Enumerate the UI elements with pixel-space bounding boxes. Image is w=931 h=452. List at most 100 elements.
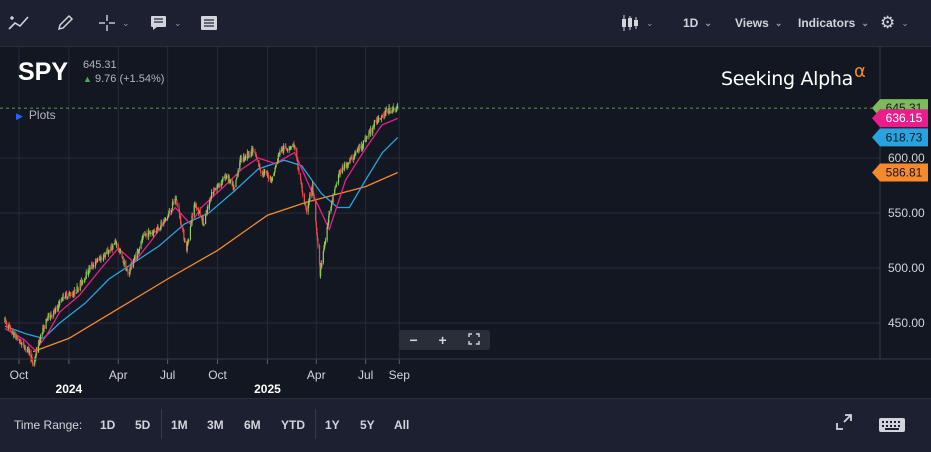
candle-body [300, 179, 302, 185]
reset-zoom-button[interactable] [467, 332, 480, 348]
candle-body [4, 317, 7, 322]
annotation-tool-button[interactable]: ⌄ [150, 12, 182, 34]
candle-body [31, 358, 34, 364]
zoom-in-button[interactable]: + [438, 332, 447, 348]
candle-body [183, 239, 186, 242]
candle-body [270, 177, 272, 182]
candle-body [278, 152, 280, 155]
candle-body [163, 219, 165, 221]
candle-body [205, 215, 207, 225]
candle-body [229, 179, 232, 181]
indicators-button[interactable]: Indicators ⌄ [798, 12, 869, 34]
candle-body [216, 185, 219, 188]
candle-body [208, 201, 211, 208]
candle-body [148, 231, 150, 233]
candle-body [119, 251, 122, 253]
range-1y-button[interactable]: 1Y [325, 418, 340, 432]
news-button[interactable] [200, 12, 218, 34]
range-all-button[interactable]: All [394, 418, 410, 432]
candle-body [74, 289, 76, 295]
chevron-down-icon: ⌄ [122, 17, 130, 28]
x-tick-label: Oct [10, 368, 29, 382]
candle-body [334, 188, 336, 195]
candle-body [113, 244, 116, 245]
candle-body [197, 209, 200, 213]
range-1m-button[interactable]: 1M [171, 418, 188, 432]
zoom-out-button[interactable]: − [409, 332, 418, 348]
fullscreen-button[interactable] [835, 413, 853, 431]
keyboard-button[interactable] [878, 416, 906, 439]
candle-body [220, 181, 222, 186]
candle-body [273, 172, 276, 174]
candle-body [194, 204, 196, 205]
candle-body [168, 213, 170, 214]
chart-type-button[interactable]: ⌄ [620, 12, 654, 34]
draw-tool-button[interactable] [56, 12, 74, 34]
range-6m-button[interactable]: 6M [244, 418, 261, 432]
plots-label: Plots [28, 108, 56, 122]
range-5y-button[interactable]: 5Y [360, 418, 375, 432]
candle-body [365, 138, 367, 142]
candle-body [155, 231, 157, 233]
range-1d-button[interactable]: 1D [100, 418, 116, 432]
candle-body [244, 157, 246, 159]
pencil-icon [57, 14, 74, 31]
candle-body [385, 109, 387, 116]
candle-body [94, 260, 97, 266]
candle-body [290, 147, 292, 149]
candle-body [328, 210, 330, 216]
triangle-right-icon: ▶ [16, 111, 23, 121]
candle-body [373, 126, 375, 128]
candle-body [189, 226, 192, 239]
x-tick-label: 2024 [56, 382, 83, 396]
candle-body [106, 250, 108, 255]
price-chart[interactable]: 450.00 500.00 550.00 600.00 Oct 2024 Apr Jul Oct… [0, 47, 931, 396]
trendline-tool-button[interactable] [8, 12, 30, 34]
candle-body [301, 185, 303, 192]
chevron-down-icon: ⌄ [861, 17, 869, 28]
logo-mark: α [854, 61, 866, 82]
candle-body [167, 214, 169, 218]
candle-body [141, 238, 143, 243]
views-button[interactable]: Views ⌄ [735, 12, 782, 34]
candle-body [133, 256, 136, 260]
candle-body [304, 203, 307, 206]
candle-body [127, 271, 129, 275]
divider [315, 409, 316, 439]
y-tick-label: 450.00 [888, 316, 925, 330]
candle-body [75, 292, 78, 294]
candle-body [140, 241, 142, 249]
candle-body [79, 282, 81, 290]
candle-body [228, 177, 231, 183]
interval-button[interactable]: 1D ⌄ [683, 12, 712, 34]
candle-body [316, 227, 318, 235]
candle-body [110, 245, 112, 251]
candle-body [207, 206, 209, 210]
candle-body [354, 152, 356, 155]
candle-body [60, 300, 62, 302]
candle-body [191, 215, 194, 216]
candle-body [149, 233, 151, 235]
candle-body [321, 262, 323, 268]
candle-body [229, 180, 231, 182]
candle-body [171, 208, 173, 210]
crosshair-tool-button[interactable]: ⌄ [98, 12, 130, 34]
candle-body [85, 271, 87, 279]
candle-body [176, 200, 178, 205]
candle-body [343, 164, 346, 169]
candle-body [122, 256, 124, 263]
plots-toggle[interactable]: ▶ Plots [16, 108, 56, 122]
x-tick-label: Oct [208, 368, 227, 382]
candle-body [277, 158, 279, 164]
candle-body [231, 179, 233, 186]
range-ytd-button[interactable]: YTD [281, 418, 305, 432]
range-5d-button[interactable]: 5D [135, 418, 151, 432]
range-3m-button[interactable]: 3M [207, 418, 224, 432]
candle-body [370, 128, 372, 133]
candle-body [190, 223, 193, 225]
candle-body [395, 108, 398, 111]
candle-body [152, 230, 155, 235]
settings-button[interactable]: ⚙ ⌄ [880, 12, 909, 34]
candle-body [107, 249, 109, 254]
candle-body [342, 165, 344, 168]
